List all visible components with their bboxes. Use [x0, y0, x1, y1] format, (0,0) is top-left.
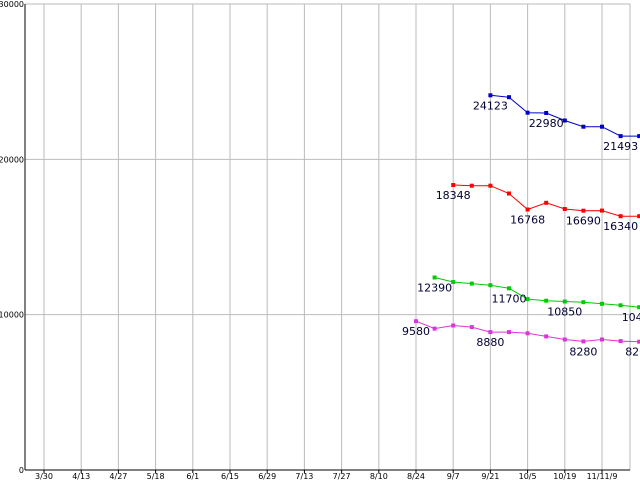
data-label: 8260: [625, 346, 640, 359]
data-point: [618, 339, 623, 344]
data-point: [600, 208, 604, 213]
data-point: [618, 303, 623, 308]
data-point: [451, 323, 456, 328]
series-line: [434, 277, 640, 308]
data-point: [488, 283, 493, 288]
data-point: [544, 200, 549, 205]
data-point: [618, 214, 623, 219]
x-tick-label: 8/24: [407, 472, 425, 480]
data-point: [600, 337, 604, 342]
data-label: 9580: [402, 325, 430, 338]
x-tick-label: 6/15: [221, 472, 239, 480]
data-point: [488, 330, 493, 335]
data-point: [637, 339, 640, 344]
data-point: [488, 183, 493, 188]
data-label: 12390: [417, 282, 452, 295]
x-tick-label: 4/13: [72, 472, 90, 480]
data-point: [562, 118, 567, 123]
data-point: [581, 300, 586, 305]
data-point: [469, 281, 474, 286]
data-labels: 24123 22980 21493 18348 16768 16690 16340 12390…: [402, 99, 640, 358]
y-tick-label: 30000: [0, 0, 24, 9]
data-label: 24123: [473, 99, 508, 112]
data-label: 10850: [547, 305, 582, 318]
data-point: [507, 286, 511, 291]
data-label: 21493: [603, 140, 638, 153]
y-tick-label: 0: [19, 466, 24, 475]
data-point: [469, 183, 474, 188]
x-tick-label: 8/10: [370, 472, 388, 480]
x-tick-label: 3/30: [35, 472, 53, 480]
x-tick-label: 9/7: [447, 472, 460, 480]
data-point: [507, 95, 511, 100]
data-point: [525, 331, 530, 336]
y-tick-label: 10000: [0, 311, 24, 320]
grid: [25, 3, 630, 470]
data-point: [600, 301, 604, 306]
data-point: [544, 111, 549, 115]
data-label: 18348: [436, 189, 471, 202]
data-point: [451, 280, 456, 284]
data-point: [562, 337, 567, 342]
data-label: 22980: [529, 117, 564, 130]
series-line: [453, 184, 640, 217]
data-point: [525, 110, 530, 115]
data-point: [562, 207, 567, 211]
data-label: 10481: [622, 311, 640, 324]
data-label: 11700: [492, 292, 527, 305]
data-point: [469, 325, 474, 330]
data-label: 16340: [603, 220, 638, 233]
data-point: [488, 93, 493, 98]
x-tick-label: 10/19: [553, 472, 576, 480]
data-point: [507, 330, 511, 335]
data-point: [618, 134, 623, 139]
data-point: [581, 208, 586, 213]
x-tick-label: 4/27: [109, 472, 127, 480]
data-point: [414, 319, 418, 324]
data-point: [432, 326, 437, 331]
data-point: [544, 298, 549, 303]
series-group: [414, 93, 640, 344]
x-tick-label: 11/11/9: [587, 472, 618, 480]
x-tick-label: 6/29: [258, 472, 276, 480]
data-point: [451, 183, 456, 187]
data-point: [600, 124, 604, 129]
data-label: 8280: [569, 345, 597, 358]
x-tick-label: 7/13: [295, 472, 313, 480]
x-tick-label: 7/27: [333, 472, 351, 480]
x-tick-label: 6/1: [186, 472, 199, 480]
data-point: [637, 134, 640, 139]
data-point: [525, 207, 530, 212]
data-label: 16768: [510, 214, 545, 227]
x-tick-label: 10/5: [519, 472, 537, 480]
data-label: 16690: [566, 215, 601, 228]
data-label: 8880: [476, 336, 504, 349]
data-point: [562, 299, 567, 304]
data-point: [507, 191, 511, 196]
x-tick-label: 9/21: [481, 472, 499, 480]
y-tick-label: 20000: [0, 155, 24, 164]
data-point: [637, 305, 640, 310]
data-point: [581, 124, 586, 129]
data-point: [581, 339, 586, 344]
data-point: [525, 297, 530, 302]
data-point: [637, 214, 640, 219]
data-point: [432, 275, 437, 280]
x-tick-label: 5/18: [147, 472, 165, 480]
data-point: [544, 334, 549, 339]
